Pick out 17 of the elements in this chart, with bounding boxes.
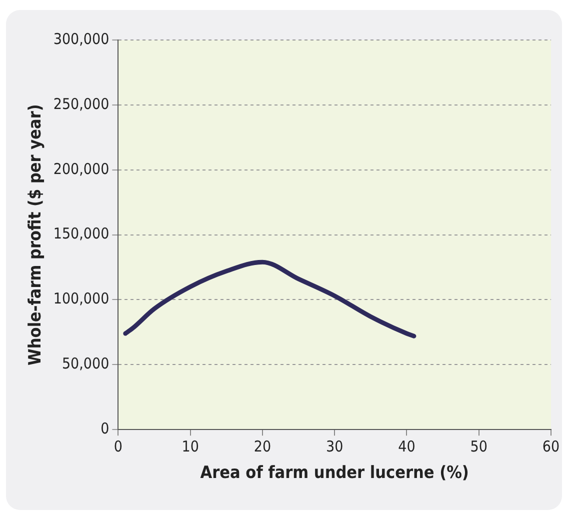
- y-tick-label: 0: [100, 419, 110, 438]
- line-series: [123, 260, 416, 338]
- x-axis-title: Area of farm under lucerne (%): [200, 463, 469, 484]
- y-tick-label: 300,000: [53, 30, 110, 48]
- y-tick-label: 250,000: [53, 94, 110, 113]
- x-tick-label: 40: [398, 437, 416, 456]
- x-tick-label: 50: [470, 437, 488, 456]
- y-tick-label: 50,000: [62, 354, 110, 373]
- x-tick-label: 10: [182, 437, 199, 456]
- y-tick-label: 100,000: [53, 290, 110, 308]
- y-tick-label: 150,000: [53, 224, 110, 243]
- y-tick-label: 200,000: [53, 160, 110, 178]
- x-tick-label: 60: [542, 437, 560, 456]
- x-tick-label: 0: [114, 437, 122, 456]
- y-axis-title: Whole-farm profit ($ per year): [26, 104, 46, 366]
- x-tick-label: 30: [326, 437, 344, 456]
- x-tick-label: 20: [254, 437, 272, 456]
